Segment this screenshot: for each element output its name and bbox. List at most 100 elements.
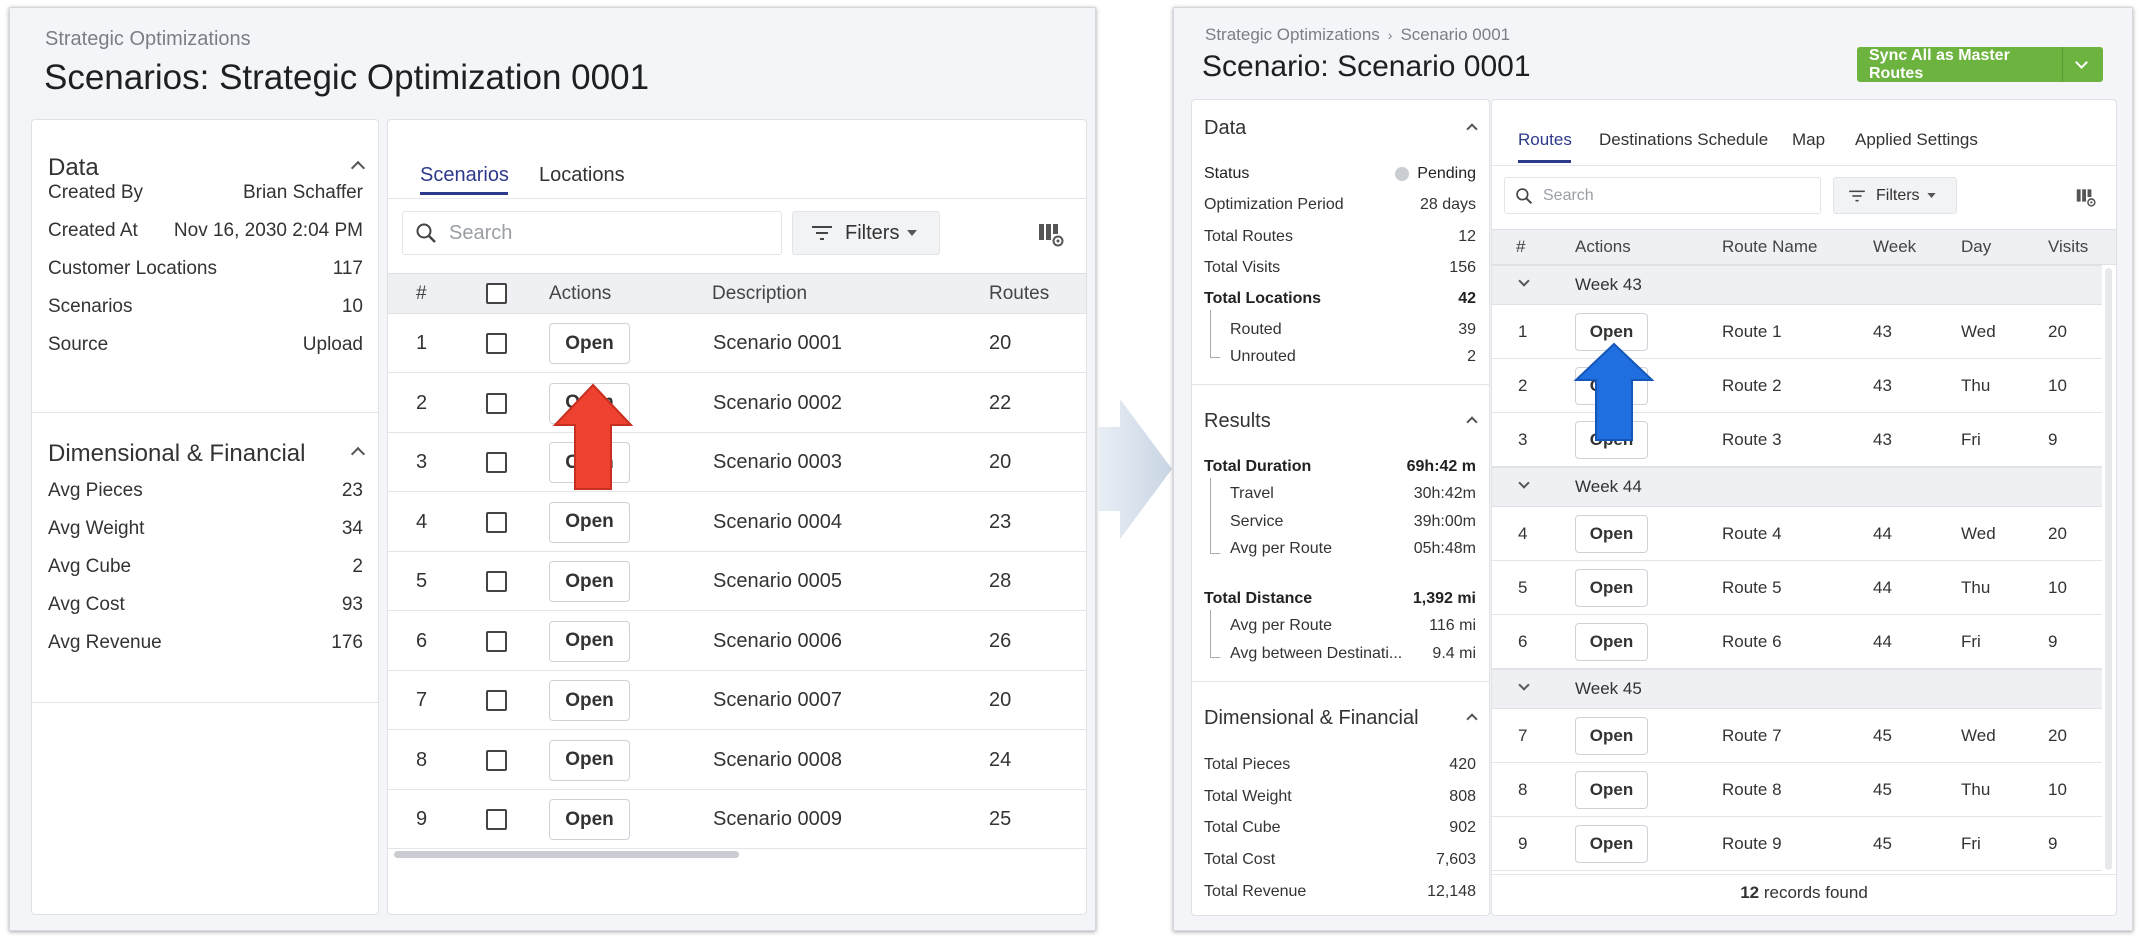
locations-sub-label: Routed (1230, 321, 1282, 338)
open-button[interactable]: Open (549, 799, 630, 840)
vertical-scrollbar[interactable] (2105, 268, 2112, 870)
dim-label: Total Pieces (1204, 756, 1291, 773)
horizontal-scrollbar[interactable] (394, 851, 739, 858)
row-number: 2 (1518, 376, 1528, 395)
search-icon (1516, 187, 1533, 204)
row-week: 44 (1873, 632, 1892, 651)
chevron-up-icon[interactable] (1466, 712, 1478, 725)
open-button[interactable]: Open (549, 323, 630, 364)
open-button[interactable]: Open (549, 620, 630, 662)
dim-row: Total Cost 7,603 (1204, 851, 1476, 869)
dim-row: Avg Revenue 176 (48, 632, 363, 654)
col-routes[interactable]: Routes (989, 282, 1050, 304)
dim-value: 93 (341, 594, 363, 615)
group-row[interactable]: Week 44 (1492, 467, 2102, 507)
tab-locations[interactable]: Locations (539, 164, 625, 186)
active-tab-indicator (1518, 160, 1571, 163)
row-checkbox[interactable] (486, 749, 507, 771)
sync-all-button[interactable]: Sync All as Master Routes (1857, 47, 2103, 82)
breadcrumb[interactable]: Strategic Optimizations (45, 28, 251, 50)
locations-sub-row: Routed 39 (1204, 321, 1476, 339)
open-button[interactable]: Open (1575, 623, 1648, 661)
row-number: 7 (1518, 726, 1528, 745)
dim-label: Total Revenue (1204, 882, 1307, 900)
row-checkbox[interactable] (486, 452, 507, 473)
row-day: Fri (1961, 834, 1981, 853)
data-section-header[interactable]: Data (1204, 117, 1478, 140)
open-button[interactable]: Open (549, 739, 630, 781)
dim-value: 176 (331, 632, 363, 653)
col-day[interactable]: Day (1961, 237, 1992, 256)
row-number: 2 (416, 391, 428, 414)
row-checkbox[interactable] (486, 809, 507, 830)
tab-applied-settings[interactable]: Applied Settings (1855, 130, 1978, 149)
open-button[interactable]: Open (1575, 313, 1648, 351)
row-route-name: Route 4 (1722, 524, 1782, 543)
row-route-name: Route 8 (1722, 780, 1782, 799)
open-button[interactable]: Open (1575, 717, 1648, 755)
data-row: Created By Brian Schaffer (48, 182, 363, 204)
open-button[interactable]: Open (549, 680, 630, 721)
select-all-checkbox[interactable] (486, 283, 507, 304)
col-visits[interactable]: Visits (2048, 237, 2089, 256)
dim-label: Avg Weight (48, 518, 145, 539)
table-row: 1 Open Scenario 0001 20 (388, 314, 1086, 373)
tab-map[interactable]: Map (1792, 130, 1826, 149)
col-route-name[interactable]: Route Name (1722, 237, 1818, 256)
row-checkbox[interactable] (486, 333, 507, 354)
tab-destinations-schedule[interactable]: Destinations Schedule (1599, 130, 1769, 149)
row-checkbox[interactable] (486, 571, 507, 592)
table-row: 9 Open Route 9 45 Fri 9 (1492, 817, 2102, 871)
col-description[interactable]: Description (712, 282, 808, 304)
column-settings-icon[interactable] (1038, 221, 1064, 247)
row-number: 4 (1518, 524, 1528, 543)
col-week[interactable]: Week (1873, 237, 1917, 256)
open-button[interactable]: Open (1575, 569, 1648, 607)
tab-routes[interactable]: Routes (1518, 130, 1572, 149)
chevron-down-icon[interactable] (1518, 275, 1530, 287)
group-row[interactable]: Week 43 (1492, 265, 2102, 305)
open-button[interactable]: Open (1575, 825, 1648, 863)
chevron-up-icon[interactable] (1466, 122, 1478, 135)
filters-button[interactable]: Filters (1833, 177, 1957, 214)
chevron-up-icon[interactable] (350, 160, 366, 176)
total-locations-label: Total Locations (1204, 290, 1322, 307)
group-row[interactable]: Week 45 (1492, 669, 2102, 709)
chevron-down-icon[interactable] (2075, 55, 2088, 69)
dim-section-title: Dimensional & Financial (1204, 707, 1419, 729)
data-section-header[interactable]: Data (48, 154, 366, 182)
row-checkbox[interactable] (486, 392, 507, 414)
chevron-down-icon[interactable] (1518, 477, 1530, 489)
search-box[interactable]: Search (402, 211, 782, 255)
dim-section-header[interactable]: Dimensional & Financial (1204, 707, 1478, 730)
dim-section-header[interactable]: Dimensional & Financial (48, 440, 366, 468)
row-description: Scenario 0005 (713, 570, 842, 592)
chevron-up-icon[interactable] (1466, 415, 1478, 428)
blue-arrow-icon (1574, 342, 1654, 441)
chevron-down-icon[interactable] (1518, 679, 1530, 691)
open-button[interactable]: Open (549, 501, 630, 543)
dim-value: 7,603 (1435, 851, 1476, 869)
distance-sub-value: 9.4 mi (1432, 644, 1476, 662)
open-button[interactable]: Open (1575, 515, 1648, 553)
row-number: 3 (416, 451, 428, 473)
filters-button[interactable]: Filters (792, 211, 940, 255)
filter-icon (1849, 190, 1865, 201)
open-button[interactable]: Open (1575, 771, 1648, 809)
row-week: 45 (1873, 780, 1892, 799)
breadcrumb-item[interactable]: Strategic Optimizations (1205, 25, 1380, 44)
chevron-up-icon[interactable] (350, 446, 366, 462)
sync-all-label[interactable]: Sync All as Master Routes (1857, 47, 2063, 82)
search-box[interactable]: Search (1504, 177, 1821, 214)
table-row: 4 Open Scenario 0004 23 (388, 493, 1086, 552)
data-label: Optimization Period (1204, 196, 1344, 213)
row-checkbox[interactable] (486, 630, 507, 652)
open-button[interactable]: Open (549, 561, 630, 602)
routes-card: Routes Destinations Schedule Map Applied Se… (1491, 99, 2117, 916)
column-settings-icon[interactable] (2076, 187, 2096, 207)
tab-scenarios[interactable]: Scenarios (420, 164, 509, 186)
row-checkbox[interactable] (486, 511, 507, 533)
data-label: Total Routes (1204, 227, 1293, 245)
row-checkbox[interactable] (486, 690, 507, 711)
results-section-header[interactable]: Results (1204, 410, 1478, 433)
